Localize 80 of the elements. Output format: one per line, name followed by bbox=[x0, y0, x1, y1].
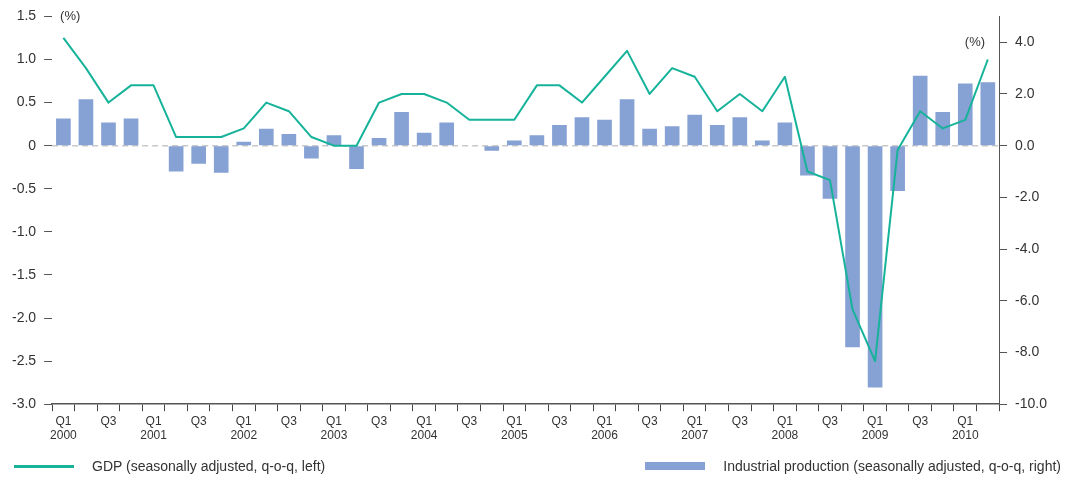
y-tick-label: -2.5 bbox=[12, 351, 37, 368]
bar bbox=[912, 75, 928, 146]
y2-tick-label: -8.0 bbox=[1015, 343, 1040, 360]
x-tick-label: Q3 bbox=[100, 413, 117, 428]
bar bbox=[935, 112, 951, 146]
bar bbox=[755, 140, 770, 146]
y-tick-label: 1.5 bbox=[16, 7, 37, 24]
x-tick-label: Q1 2008 bbox=[771, 413, 799, 443]
bar bbox=[957, 83, 973, 146]
bar bbox=[78, 99, 94, 146]
x-tick-label: Q1 2000 bbox=[50, 413, 78, 443]
x-tick-label: Q3 bbox=[190, 413, 207, 428]
bar bbox=[777, 122, 793, 146]
bar bbox=[56, 118, 71, 146]
x-tick-label: Q3 bbox=[821, 413, 839, 428]
y2-tick-label: -2.0 bbox=[1015, 188, 1040, 205]
legend-label: GDP (seasonally adjusted, q-o-q, left) bbox=[92, 458, 326, 474]
y2-tick-label: -10.0 bbox=[1015, 395, 1048, 412]
bar bbox=[709, 124, 725, 146]
bar bbox=[281, 134, 297, 146]
bar bbox=[867, 146, 883, 388]
y-tick-label: -2.0 bbox=[12, 308, 37, 325]
bar bbox=[168, 146, 184, 172]
bar bbox=[213, 146, 229, 173]
bar bbox=[371, 137, 387, 146]
x-tick-label: Q1 2007 bbox=[681, 413, 709, 443]
y-tick-label: -3.0 bbox=[12, 395, 37, 412]
y2-tick-label: 4.0 bbox=[1015, 33, 1035, 50]
x-tick-label: Q1 2004 bbox=[410, 413, 438, 443]
x-tick-label: Q3 bbox=[280, 413, 298, 428]
bar bbox=[439, 122, 455, 146]
bar bbox=[664, 126, 680, 146]
x-tick-label: Q1 2003 bbox=[320, 413, 348, 443]
bar bbox=[687, 114, 703, 146]
bar bbox=[191, 146, 207, 164]
bar bbox=[326, 135, 342, 146]
y-tick-label: -0.5 bbox=[12, 179, 37, 196]
y-tick-label: 1.0 bbox=[16, 50, 37, 67]
bar bbox=[236, 141, 252, 146]
x-tick-label: Q1 2006 bbox=[591, 413, 619, 443]
bar bbox=[123, 118, 139, 146]
y2-tick-label: -6.0 bbox=[1015, 291, 1040, 308]
bar bbox=[394, 112, 409, 146]
x-tick-label: Q1 2010 bbox=[951, 413, 979, 443]
y-tick-label: -1.0 bbox=[12, 222, 37, 239]
bar bbox=[845, 146, 860, 348]
bar bbox=[484, 146, 500, 151]
bar bbox=[597, 119, 612, 146]
x-tick-label: Q3 bbox=[551, 413, 568, 428]
y-tick-label: -1.5 bbox=[12, 265, 37, 282]
y2-tick-label: 2.0 bbox=[1015, 84, 1035, 101]
bar bbox=[552, 124, 567, 146]
x-tick-label: Q1 2005 bbox=[500, 413, 528, 443]
legend-label: Industrial production (seasonally adjusted, q-o-q, right) bbox=[723, 458, 1061, 474]
y-tick-label: 0.5 bbox=[16, 93, 37, 110]
bar bbox=[304, 146, 319, 159]
y-tick-label: 0 bbox=[28, 136, 37, 153]
bar bbox=[642, 128, 657, 146]
y2-tick-label: -4.0 bbox=[1015, 239, 1040, 256]
bar bbox=[258, 128, 274, 146]
x-tick-label: Q1 2002 bbox=[230, 413, 258, 443]
x-tick-label: Q3 bbox=[731, 413, 749, 428]
x-tick-label: Q1 2001 bbox=[140, 413, 168, 443]
bar bbox=[574, 117, 590, 146]
x-tick-label: Q3 bbox=[461, 413, 478, 428]
bar bbox=[980, 82, 996, 146]
bar bbox=[619, 99, 635, 146]
bar bbox=[529, 135, 545, 146]
bar bbox=[101, 122, 116, 146]
y2-axis-title: (%) bbox=[964, 33, 986, 49]
bar bbox=[507, 140, 522, 146]
bar bbox=[349, 146, 364, 169]
bar bbox=[416, 132, 432, 146]
x-tick-label: Q3 bbox=[641, 413, 658, 428]
x-tick-label: Q3 bbox=[912, 413, 929, 428]
bar bbox=[732, 117, 748, 146]
y2-tick-label: 0.0 bbox=[1015, 136, 1035, 153]
x-tick-label: Q3 bbox=[371, 413, 388, 428]
y-axis-title: (%) bbox=[60, 7, 81, 23]
x-tick-label: Q1 2009 bbox=[861, 413, 889, 443]
